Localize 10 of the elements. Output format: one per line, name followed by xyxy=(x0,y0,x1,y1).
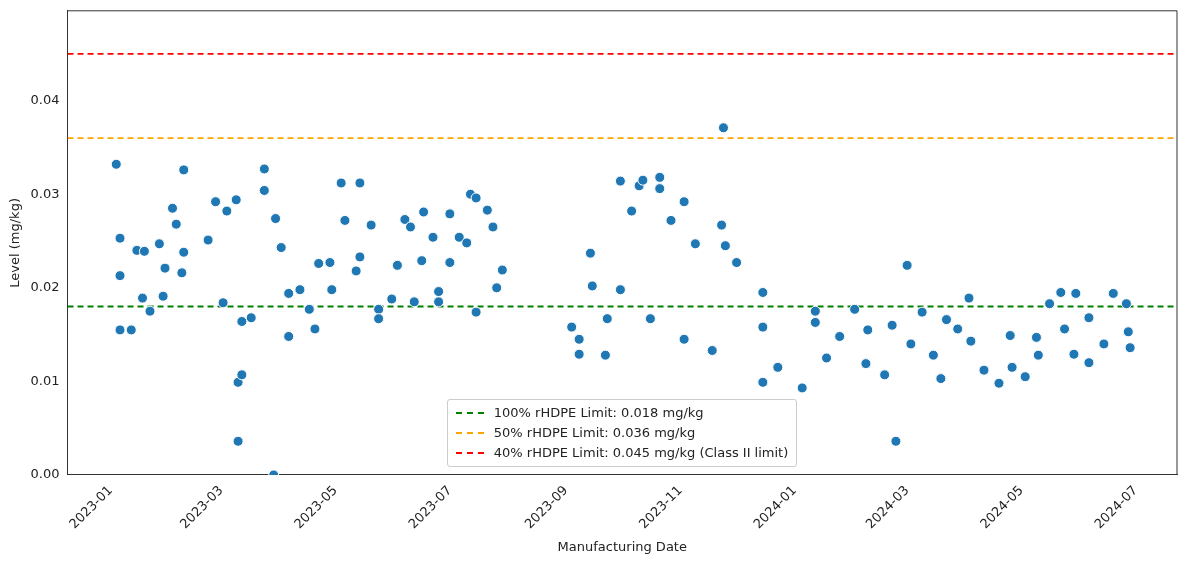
y-axis-title: Level (mg/kg) xyxy=(7,198,23,288)
x-axis-title: Manufacturing Date xyxy=(557,538,687,554)
y-tick-label: 0.03 xyxy=(30,185,60,201)
y-tick-label: 0.04 xyxy=(30,92,60,108)
legend-label: 50% rHDPE Limit: 0.036 mg/kg xyxy=(493,425,696,441)
legend-label: 100% rHDPE Limit: 0.018 mg/kg xyxy=(493,405,704,421)
y-tick-label: 0.01 xyxy=(30,372,60,388)
y-tick-label: 0.00 xyxy=(30,466,60,482)
legend-label: 40% rHDPE Limit: 0.045 mg/kg (Class II limit) xyxy=(493,445,789,461)
y-tick-label: 0.02 xyxy=(30,279,60,295)
